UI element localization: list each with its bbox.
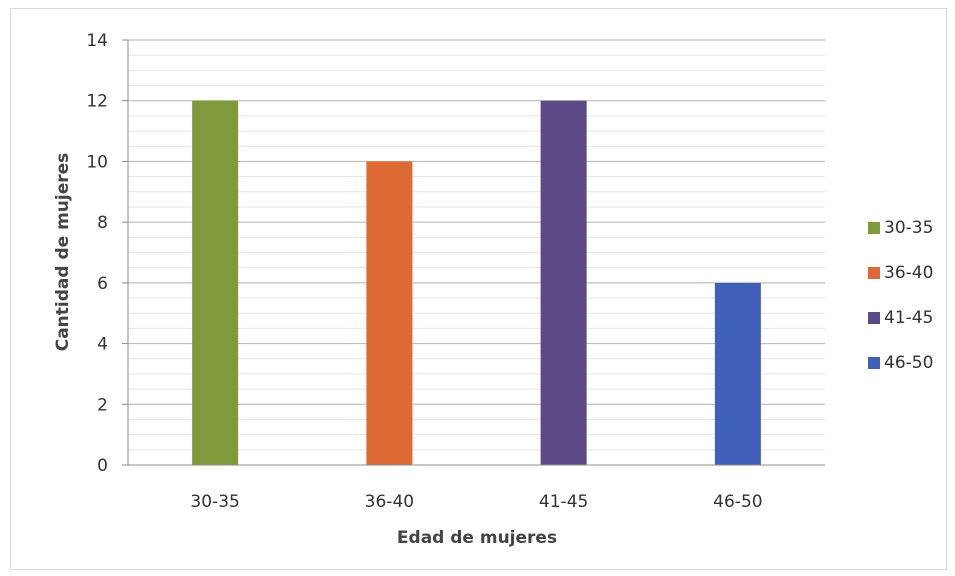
legend-swatch [868,222,880,234]
bar-41-45 [540,100,587,465]
x-tick-labels: 30-35 36-40 41-45 46-50 [190,492,762,512]
x-tick-label: 30-35 [190,492,239,512]
x-tick-label: 41-45 [539,492,588,512]
y-tick-label: 0 [97,456,108,476]
chart-frame [10,8,947,570]
legend-label: 46-50 [884,353,933,373]
y-tick-label: 6 [97,274,108,294]
bar-36-40 [366,161,413,465]
legend-label: 30-35 [884,218,933,238]
legend: 30-35 36-40 41-45 46-50 [868,218,933,373]
y-axis-title: Cantidad de mujeres [53,153,73,352]
y-tick-label: 4 [97,335,108,355]
bars [192,100,761,465]
y-tick-label: 12 [86,92,108,112]
legend-swatch [868,267,880,279]
legend-label: 36-40 [884,263,933,283]
legend-label: 41-45 [884,308,933,328]
legend-swatch [868,312,880,324]
x-axis-title: Edad de mujeres [397,528,557,548]
y-tick-label: 10 [86,152,108,172]
y-tick-label: 14 [86,31,108,51]
bar-46-50 [714,282,761,465]
x-tick-label: 46-50 [713,492,762,512]
bar-30-35 [192,100,239,465]
axes [127,40,825,466]
legend-swatch [868,357,880,369]
gridlines [128,39,825,451]
y-tick-label: 8 [97,213,108,233]
y-tick-labels: 0 2 4 6 8 10 12 14 [86,31,128,476]
x-tick-label: 36-40 [365,492,414,512]
y-tick-label: 2 [97,395,108,415]
